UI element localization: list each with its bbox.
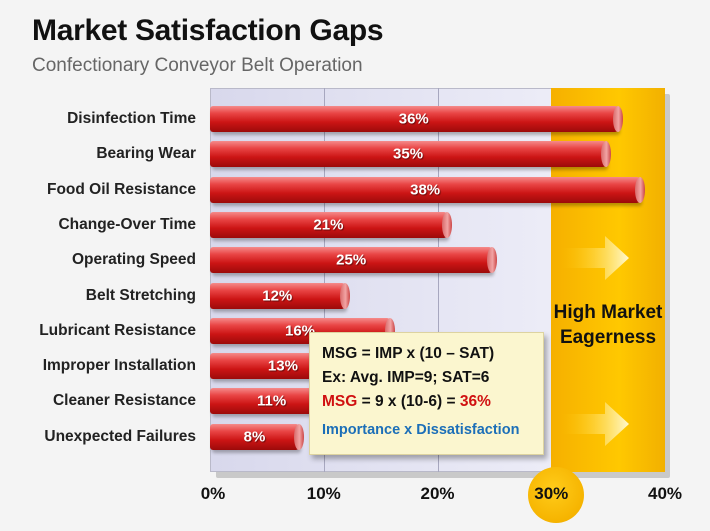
bar-value-label: 38% [410,181,441,199]
category-label: Lubricant Resistance [39,321,196,339]
bar-cap [385,317,395,344]
category-label: Disinfection Time [67,110,196,127]
gridline [437,88,439,472]
highlight-tick-marker [528,467,584,523]
category-label: Operating Speed [71,251,196,269]
formula-result: 36% [459,393,491,410]
chart-subtitle: Confectionary Conveyor Belt Operation [32,55,363,76]
x-tick-label: 0% [200,484,226,503]
bar-cap [441,211,452,238]
high-market-eagerness-label: High Market Eagerness [553,302,663,348]
bar-cap [294,423,304,450]
right-arrow-icon [561,402,629,446]
category-label: Belt Stretching [85,286,196,304]
category-label: Food Oil Resistance [46,180,196,198]
bar [210,106,623,132]
bar [210,282,350,309]
bar-value-label: 21% [313,216,344,234]
bar-value-label: 13% [267,357,298,375]
right-arrow-icon [561,236,629,280]
bar-cap [339,282,350,309]
bar-cap [635,176,646,203]
bar-value-label: 11% [256,392,287,410]
formula-line-2: Ex: Avg. IMP=9; SAT=6 [322,369,490,386]
bar [210,141,612,168]
formula-expression: = 9 x (10-6) = [357,393,460,410]
category-label: Unexpected Failures [44,427,196,445]
bar-value-label: 8% [243,428,266,446]
bar-value-label: 12% [262,287,293,304]
x-tick-label: 10% [306,484,341,503]
bar-value-label: 35% [393,145,424,163]
category-label: Change-Over Time [58,215,196,233]
formula-line-1: MSG = IMP x (10 – SAT) [322,345,495,362]
category-label: Improper Installation [42,357,196,375]
gridline [323,88,325,472]
bar-cap [601,141,612,168]
bar-value-label: 16% [284,322,316,340]
x-tick-label: 20% [420,484,455,503]
category-label: Bearing Wear [96,145,196,163]
chart-title: Market Satisfaction Gaps [32,14,384,47]
bar-cap [612,106,623,132]
bar [210,176,646,203]
bar-value-label: 36% [398,110,429,128]
formula-caption: Importance x Dissatisfaction [322,422,520,438]
formula-line-3: MSG = 9 x (10-6) = 36% [322,390,543,414]
formula-box: MSG = IMP x (10 – SAT) Ex: Avg. IMP=9; S… [309,332,544,455]
bar [210,211,452,238]
bar [210,423,304,450]
bar-value-label: 25% [336,251,367,269]
x-tick-label: 30% [534,484,569,503]
formula-msg: MSG [322,393,358,410]
bar [210,247,498,274]
category-label: Cleaner Resistance [52,392,196,410]
bar-cap [487,247,498,274]
x-tick-label: 40% [647,484,683,503]
